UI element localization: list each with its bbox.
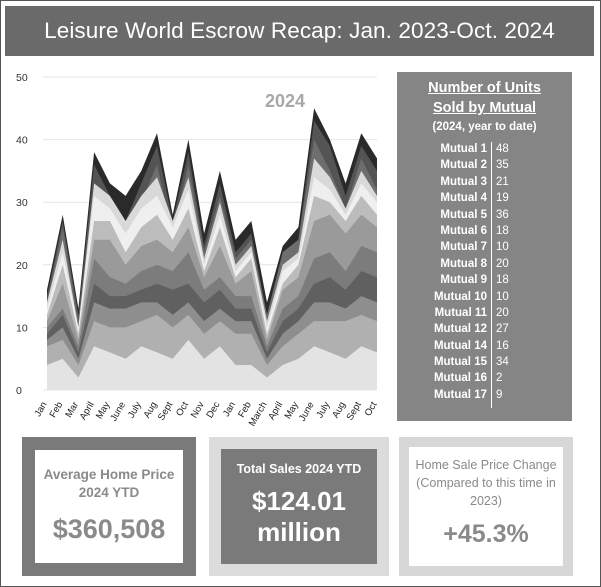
x-tick-label: Oct	[363, 400, 380, 419]
units-row-name: Mutual 8	[440, 257, 487, 270]
avg-price-value: $360,508	[52, 514, 166, 544]
units-row-name: Mutual 15	[433, 356, 487, 369]
escrow-chart: 0 10 20 30 40 50 Jan Feb Mar April May June July Aug S…	[14, 64, 392, 436]
x-tick-label: June	[108, 400, 128, 423]
units-row-name: Mutual 7	[440, 241, 487, 254]
avg-price-card-inner: Average Home Price 2024 YTD $360,508	[35, 450, 183, 563]
units-row-value: 18	[496, 274, 509, 287]
units-row-name: Mutual 9	[440, 274, 487, 287]
units-row-name: Mutual 2	[440, 159, 487, 172]
units-row-value: 35	[496, 159, 509, 172]
units-row-value: 16	[496, 339, 509, 352]
units-row-value: 20	[496, 306, 509, 319]
price-change-label: Home Sale Price Change (Compared to this…	[415, 458, 557, 508]
y-tick-label: 40	[16, 135, 28, 147]
price-change-card: Home Sale Price Change (Compared to this…	[399, 437, 573, 576]
page-title: Leisure World Escrow Recap: Jan. 2023-Oc…	[5, 6, 594, 56]
units-row-name: Mutual 1	[440, 143, 487, 155]
units-row-value: 27	[496, 323, 509, 336]
x-tick-label: April	[266, 400, 285, 422]
units-list: Mutual 1 48 Mutual 2 35 Mutual 3 21 Mutual 4 19…	[397, 142, 572, 404]
units-row: Mutual 5 36	[397, 208, 572, 224]
x-tick-label: Jan	[32, 400, 49, 419]
total-sales-card: Total Sales 2024 YTD $124.01 million	[209, 437, 389, 576]
units-row: Mutual 15 34	[397, 355, 572, 371]
units-row-name: Mutual 14	[433, 339, 487, 352]
total-sales-value-line2: million	[257, 517, 341, 547]
units-row: Mutual 8 20	[397, 257, 572, 273]
x-tick-label: July	[314, 400, 332, 420]
units-panel-title-line1: Number of Units	[428, 80, 541, 96]
units-row: Mutual 1 48	[397, 142, 572, 158]
x-tick-label: June	[297, 400, 317, 423]
units-row-name: Mutual 4	[440, 192, 487, 205]
units-row-name: Mutual 6	[440, 224, 487, 237]
units-row-value: 34	[496, 356, 509, 369]
units-row-name: Mutual 3	[440, 175, 487, 188]
units-divider	[491, 142, 492, 408]
series-area-12	[47, 339, 377, 390]
units-row: Mutual 6 18	[397, 224, 572, 240]
units-row-value: 10	[496, 290, 509, 303]
x-tick-label: Dec	[204, 400, 222, 420]
units-panel-title-line2: Sold by Mutual	[432, 100, 537, 116]
units-row-name: Mutual 17	[433, 388, 487, 401]
x-tick-label: Feb	[48, 400, 66, 420]
units-row-value: 19	[496, 192, 509, 205]
units-row-value: 18	[496, 224, 509, 237]
units-row-value: 21	[496, 175, 509, 188]
units-row-value: 20	[496, 257, 509, 270]
units-row-name: Mutual 10	[433, 290, 487, 303]
y-tick-label: 50	[16, 72, 28, 84]
units-row-name: Mutual 5	[440, 208, 487, 221]
total-sales-card-inner: Total Sales 2024 YTD $124.01 million	[221, 449, 377, 564]
units-row: Mutual 3 21	[397, 175, 572, 191]
units-panel-title: Number of Units Sold by Mutual	[397, 78, 572, 118]
units-row: Mutual 14 16	[397, 339, 572, 355]
units-row: Mutual 17 9	[397, 388, 572, 404]
x-tick-label: Sept	[345, 400, 364, 423]
units-row-name: Mutual 11	[434, 306, 487, 319]
price-change-value: +45.3%	[443, 520, 529, 548]
y-tick-label: 0	[16, 385, 22, 397]
units-row: Mutual 7 10	[397, 240, 572, 256]
units-by-mutual-panel: Number of Units Sold by Mutual (2024, ye…	[397, 72, 572, 421]
price-change-card-inner: Home Sale Price Change (Compared to this…	[409, 447, 563, 566]
units-row-value: 10	[496, 241, 509, 254]
units-row-value: 2	[496, 372, 503, 385]
avg-price-label: Average Home Price 2024 YTD	[43, 467, 175, 500]
units-row: Mutual 12 27	[397, 322, 572, 338]
avg-price-card: Average Home Price 2024 YTD $360,508	[22, 437, 196, 576]
chart-annotation-2024: 2024	[265, 91, 306, 111]
units-row-name: Mutual 12	[433, 323, 487, 336]
units-panel-subtitle: (2024, year to date)	[432, 121, 537, 133]
units-row: Mutual 16 2	[397, 371, 572, 387]
total-sales-value-line1: $124.01	[252, 486, 346, 516]
units-row: Mutual 10 10	[397, 290, 572, 306]
total-sales-label: Total Sales 2024 YTD	[236, 462, 362, 476]
units-row-value: 36	[496, 208, 509, 221]
x-tick-label: April	[78, 400, 97, 422]
area-chart-svg: 01020304050JanFebMarAprilMayJuneJulyAugS…	[16, 72, 380, 428]
units-row: Mutual 4 19	[397, 191, 572, 207]
units-row-name: Mutual 16	[433, 372, 487, 385]
y-tick-label: 10	[16, 322, 28, 334]
y-tick-label: 20	[16, 260, 28, 272]
x-tick-label: Jan	[221, 400, 238, 419]
x-tick-label: July	[126, 400, 144, 420]
total-sales-value: $124.01 million	[221, 486, 377, 548]
units-row-value: 48	[496, 143, 509, 155]
units-row: Mutual 2 35	[397, 158, 572, 174]
units-row: Mutual 11 20	[397, 306, 572, 322]
y-tick-label: 30	[16, 197, 28, 209]
units-row: Mutual 9 18	[397, 273, 572, 289]
x-tick-label: Sept	[156, 400, 175, 423]
units-row-value: 9	[496, 388, 503, 401]
x-tick-label: Nov	[189, 400, 207, 420]
